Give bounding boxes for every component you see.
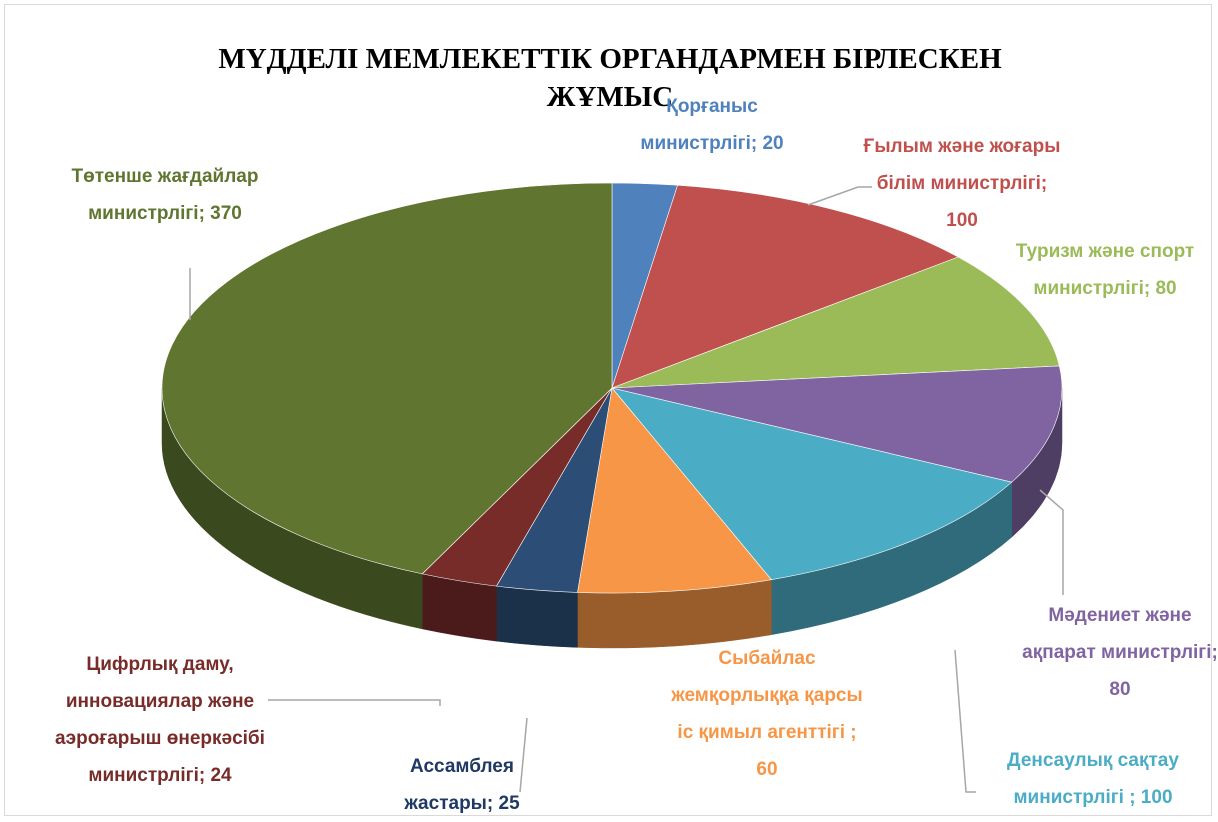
slice (161, 182, 613, 575)
data-label: Қорғаныс министрлігі; 20 (640, 96, 784, 154)
data-label: Ғылым және жоғары білім министрлігі; 100 (863, 136, 1061, 231)
leader-line (1039, 489, 1064, 595)
data-label: Денсаулық сақтау министрлігі ; 100 (1007, 750, 1179, 808)
slice-side (496, 585, 578, 648)
slice (611, 365, 1063, 483)
data-label: Сыбайлас жемқорлыққа қарсы іс қимыл аген… (671, 648, 863, 780)
data-label: Ассамблея жастары; 25 (404, 756, 520, 814)
leader-line (807, 186, 872, 206)
data-label: Цифрлық даму, инновациялар және аэроғары… (55, 654, 265, 786)
data-label: Мәдениет және ақпарат министрлігі; 80 (1022, 605, 1218, 700)
slice (577, 387, 772, 594)
slice (611, 184, 959, 389)
pie (161, 182, 1063, 649)
chart-frame (4, 4, 1212, 816)
pie-sides (161, 387, 1063, 649)
leader-line (954, 649, 976, 793)
leader-line (519, 717, 528, 793)
slice (611, 387, 1013, 581)
pie-tops (161, 182, 1063, 594)
leader-line (268, 699, 441, 706)
data-label: Төтенше жағдайлар министрлігі; 370 (71, 166, 259, 224)
data-label: Туризм және спорт министрлігі; 80 (1015, 241, 1195, 299)
chart-title: МҮДДЕЛІ МЕМЛЕКЕТТІК ОРГАНДАРМЕН БІРЛЕСКЕ… (218, 43, 1002, 113)
slice (611, 256, 1060, 389)
